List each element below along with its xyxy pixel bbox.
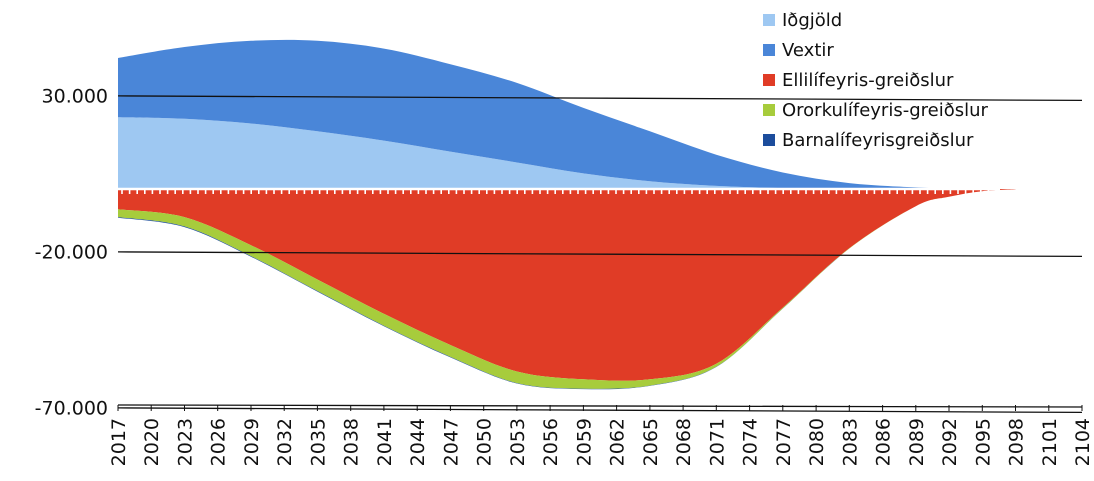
- x-tick-label: 2041: [374, 418, 396, 466]
- x-tick-label: 2059: [573, 418, 595, 466]
- x-tick-label: 2104: [1072, 418, 1094, 466]
- x-tick-label: 2050: [474, 418, 496, 466]
- x-tick-label: 2071: [706, 418, 728, 466]
- legend-label-idgjold: Iðgjöld: [782, 10, 842, 31]
- x-tick-label: 2047: [440, 418, 462, 466]
- x-tick-label: 2080: [806, 418, 828, 466]
- x-axis-line: [117, 404, 1083, 408]
- x-tick-label: 2053: [507, 418, 529, 466]
- x-tick-label: 2095: [972, 418, 994, 466]
- area-idgjold: [118, 117, 1016, 190]
- legend-label-ororkulifeyris-greidslur: Ororkulífeyris-greiðslur: [782, 100, 989, 121]
- legend: Iðgjöld Vextir Ellilífeyris-greiðslur Orork…: [763, 10, 989, 151]
- x-tick-label: 2026: [208, 418, 230, 466]
- x-axis: 2017 2020 2023 2026 2029 2032 2035 2038 2041 2044…: [108, 404, 1094, 466]
- legend-label-vextir: Vextir: [782, 40, 834, 61]
- legend-swatch-ellilifeyris-greidslur: [763, 74, 775, 86]
- x-tick-label: 2083: [839, 418, 861, 466]
- x-tick-label: 2023: [175, 418, 197, 466]
- legend-swatch-barnalifeyrisgreidslur: [763, 134, 775, 146]
- x-tick-label: 2032: [274, 418, 296, 466]
- x-tick-label: 2038: [341, 418, 363, 466]
- area-series-group: [118, 39, 1016, 390]
- x-tick-label: 2068: [673, 418, 695, 466]
- x-tick-label: 2098: [1006, 418, 1028, 466]
- legend-label-ellilifeyris-greidslur: Ellilífeyris-greiðslur: [782, 70, 954, 91]
- x-tick-label: 2044: [407, 418, 429, 466]
- legend-swatch-idgjold: [763, 14, 775, 26]
- x-tick-label: 2056: [540, 418, 562, 466]
- x-tick-label: 2035: [307, 418, 329, 466]
- area-vextir: [118, 39, 1016, 190]
- y-tick-label: -70.000: [35, 397, 108, 419]
- x-tick-label: 2092: [939, 418, 961, 466]
- x-tick-label: 2086: [873, 418, 895, 466]
- zero-axis-ticks: [118, 187, 1000, 194]
- x-tick-label: 2029: [241, 418, 263, 466]
- x-tick-label: 2065: [640, 418, 662, 466]
- y-tick-label: 30.000: [42, 85, 108, 107]
- gridline-1: [117, 251, 1083, 258]
- x-tick-label: 2074: [740, 418, 762, 466]
- y-tick-label: -20.000: [35, 241, 108, 263]
- gridline-0: [117, 95, 1083, 102]
- x-tick-label: 2089: [906, 418, 928, 466]
- legend-swatch-vextir: [763, 44, 775, 56]
- x-tick-label: 2017: [108, 418, 130, 466]
- legend-swatch-ororkulifeyris-greidslur: [763, 104, 775, 116]
- x-tick-label: 2101: [1039, 418, 1061, 466]
- y-axis: 30.000 -20.000 -70.000: [35, 85, 108, 419]
- legend-label-barnalifeyrisgreidslur: Barnalífeyrisgreiðslur: [782, 130, 974, 151]
- gridline-2: [117, 407, 1083, 414]
- x-tick-label: 2077: [773, 418, 795, 466]
- x-tick-label: 2062: [607, 418, 629, 466]
- gridlines: [117, 95, 1083, 414]
- x-tick-label: 2020: [141, 418, 163, 466]
- area-ellilifeyris-greidslur: [118, 189, 1016, 381]
